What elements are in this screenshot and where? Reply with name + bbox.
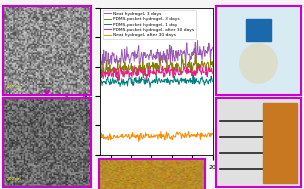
Line: PDMS-pocket hydrogel, after 30 days: PDMS-pocket hydrogel, after 30 days — [100, 65, 213, 80]
PDMS-pocket hydrogel, 1 day — [98, 76, 102, 78]
PDMS-pocket hydrogel, after 30 days — [129, 74, 133, 76]
Neat hydrogel, 3 days — [98, 50, 102, 52]
PDMS-pocket hydrogel, after 30 days — [211, 72, 215, 75]
PDMS-pocket hydrogel, 1 day — [129, 77, 132, 80]
Text: 200 nm: 200 nm — [7, 177, 20, 181]
Neat hydrogel, after 30 days — [187, 130, 190, 132]
Neat hydrogel, 3 days — [196, 39, 199, 42]
Neat hydrogel, after 30 days — [105, 137, 109, 139]
Neat hydrogel, 3 days — [106, 60, 109, 62]
Line: PDMS-pocket hydrogel, 3 days: PDMS-pocket hydrogel, 3 days — [100, 51, 213, 78]
Line: PDMS-pocket hydrogel, 1 day: PDMS-pocket hydrogel, 1 day — [100, 75, 213, 87]
Neat hydrogel, after 30 days — [137, 140, 140, 143]
PDMS-pocket hydrogel, 1 day — [211, 81, 215, 83]
Neat hydrogel, after 30 days — [119, 133, 123, 136]
Legend: Neat hydrogel, 3 days, PDMS-pocket hydrogel, 3 days, PDMS-pocket hydrogel, 1 day: Neat hydrogel, 3 days, PDMS-pocket hydro… — [102, 10, 196, 39]
PDMS-pocket hydrogel, after 30 days — [206, 69, 210, 71]
PDMS-pocket hydrogel, 3 days — [98, 70, 102, 72]
Neat hydrogel, after 30 days — [98, 135, 102, 138]
Neat hydrogel, 3 days — [129, 57, 133, 60]
Neat hydrogel, 3 days — [211, 46, 215, 48]
Neat hydrogel, after 30 days — [103, 136, 107, 138]
PDMS-pocket hydrogel, 1 day — [103, 80, 107, 82]
PDMS-pocket hydrogel, 3 days — [129, 66, 133, 68]
PDMS-pocket hydrogel, 1 day — [191, 74, 195, 76]
PDMS-pocket hydrogel, after 30 days — [103, 72, 107, 74]
PDMS-pocket hydrogel, 3 days — [105, 68, 109, 70]
Text: 500 nm: 500 nm — [7, 85, 20, 89]
PDMS-pocket hydrogel, after 30 days — [117, 79, 121, 81]
PDMS-pocket hydrogel, 3 days — [103, 72, 107, 74]
PDMS-pocket hydrogel, 1 day — [105, 78, 109, 80]
PDMS-pocket hydrogel, after 30 days — [105, 71, 109, 74]
Line: Neat hydrogel, after 30 days: Neat hydrogel, after 30 days — [100, 131, 213, 142]
Neat hydrogel, after 30 days — [211, 133, 215, 135]
Neat hydrogel, after 30 days — [206, 132, 210, 134]
PDMS-pocket hydrogel, after 30 days — [98, 73, 102, 75]
PDMS-pocket hydrogel, after 30 days — [196, 64, 199, 66]
Neat hydrogel, after 30 days — [202, 136, 206, 138]
Neat hydrogel, 3 days — [120, 48, 124, 50]
Neat hydrogel, 3 days — [202, 53, 206, 55]
PDMS-pocket hydrogel, 3 days — [116, 77, 120, 79]
X-axis label: Frequency (GHz): Frequency (GHz) — [127, 175, 186, 182]
PDMS-pocket hydrogel, 3 days — [206, 62, 210, 64]
PDMS-pocket hydrogel, 3 days — [120, 68, 124, 70]
Circle shape — [240, 44, 277, 83]
PDMS-pocket hydrogel, after 30 days — [120, 73, 124, 75]
Y-axis label: EMI SE$_T$ (dB): EMI SE$_T$ (dB) — [64, 59, 74, 104]
PDMS-pocket hydrogel, after 30 days — [202, 71, 206, 73]
Neat hydrogel, 3 days — [206, 50, 210, 52]
Line: Neat hydrogel, 3 days: Neat hydrogel, 3 days — [100, 40, 213, 71]
PDMS-pocket hydrogel, 3 days — [193, 50, 197, 52]
PDMS-pocket hydrogel, 1 day — [148, 86, 152, 88]
PDMS-pocket hydrogel, 1 day — [119, 82, 123, 84]
Neat hydrogel, 3 days — [101, 70, 105, 72]
PDMS-pocket hydrogel, 1 day — [202, 84, 206, 86]
Bar — [263, 103, 297, 183]
Neat hydrogel, 3 days — [104, 59, 107, 61]
Neat hydrogel, after 30 days — [129, 137, 132, 139]
PDMS-pocket hydrogel, 1 day — [206, 83, 210, 85]
PDMS-pocket hydrogel, 3 days — [202, 62, 206, 64]
Bar — [246, 19, 271, 41]
PDMS-pocket hydrogel, 3 days — [211, 66, 215, 68]
